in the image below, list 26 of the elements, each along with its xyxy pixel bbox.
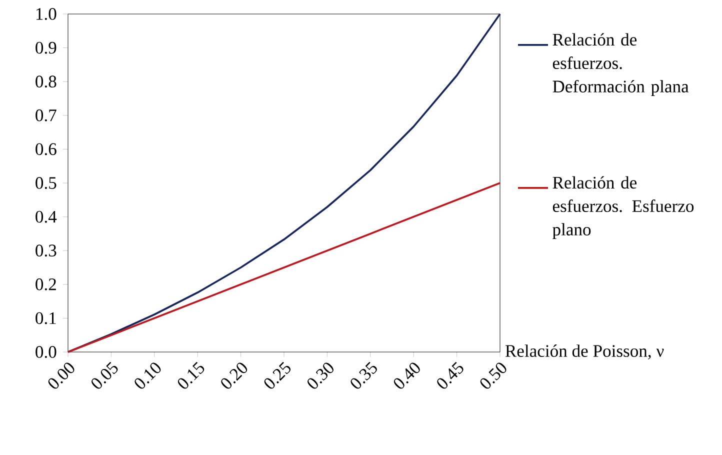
y-tick-label: 0.5: [36, 177, 56, 189]
y-tick-label: 0.6: [36, 143, 56, 156]
x-tick-label: 0.05: [92, 362, 118, 389]
x-tick-label: 0.40: [394, 362, 420, 389]
x-tick-label: 0.00: [48, 362, 74, 389]
legend-label: Relación de esfuerzos. Deformación plana: [552, 33, 689, 96]
x-tick-label: 0.30: [308, 362, 334, 389]
y-tick-label: 0.2: [36, 278, 56, 290]
x-axis-title: Relación de Poisson, ν: [505, 344, 664, 360]
y-tick-label: 0.3: [36, 244, 56, 257]
y-tick-label: 1.0: [36, 8, 56, 20]
x-tick-label: 0.15: [178, 362, 204, 389]
x-tick-label: 0.35: [350, 362, 377, 389]
x-tick-label: 0.25: [264, 362, 291, 389]
y-tick-label: 0.9: [36, 42, 56, 54]
y-tick-label: 0.0: [36, 346, 56, 358]
legend-label: Relación de esfuerzos. Esfuerzo plano: [552, 176, 694, 240]
x-tick-label: 0.45: [437, 362, 464, 389]
y-tick-label: 0.4: [36, 210, 57, 223]
x-tick-label: 0.50: [480, 362, 506, 389]
line-series: [67, 13, 501, 353]
y-tick-label: 0.7: [36, 109, 56, 122]
x-tick-label: 0.20: [221, 362, 248, 389]
x-tick-label: 0.10: [134, 362, 161, 389]
y-tick-label: 0.8: [36, 76, 56, 88]
y-tick-label: 0.1: [36, 312, 56, 324]
